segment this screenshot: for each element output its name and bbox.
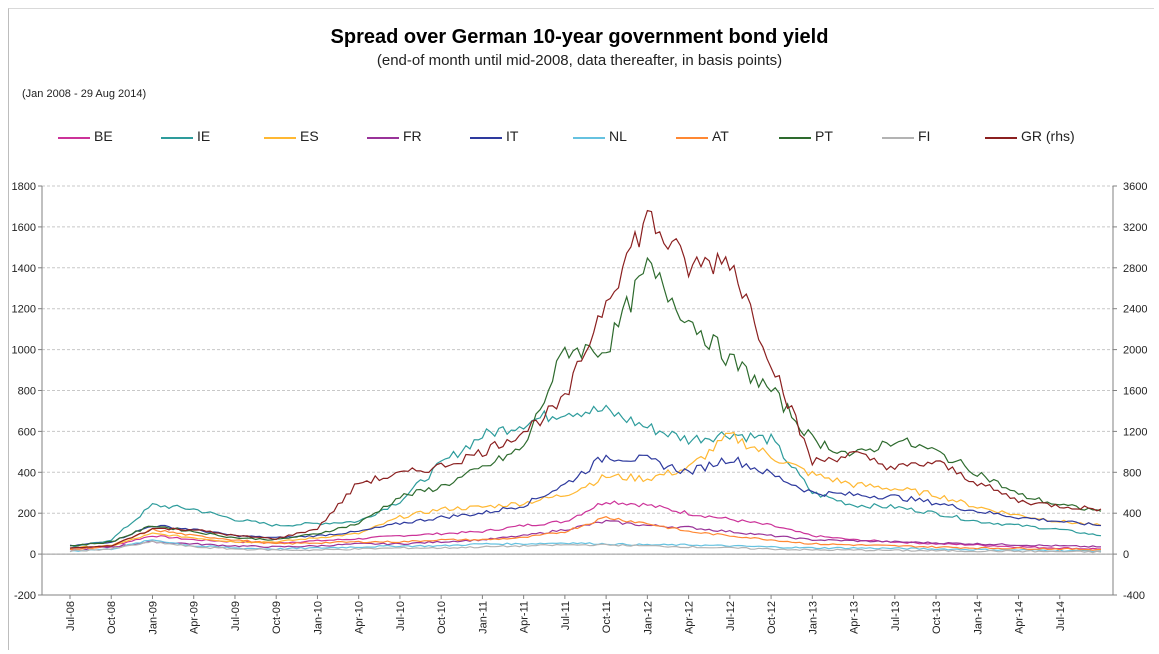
- x-tick-label: Jan-09: [147, 601, 159, 635]
- x-tick-label: Jul-13: [890, 601, 902, 631]
- y-tick-label-right: 3600: [1123, 181, 1147, 193]
- y-tick-label-left: 1400: [12, 263, 36, 275]
- axes: -200 0 200 400 600 800 1000 1200 1400 1600 1800 -40…: [12, 181, 1148, 635]
- x-tick-label: Jul-11: [560, 601, 572, 630]
- x-tick-label: Apr-14: [1014, 601, 1026, 634]
- series-line-pt: [70, 258, 1101, 546]
- y-tick-label-left: 1600: [12, 222, 36, 234]
- x-tick-label: Apr-11: [519, 601, 531, 633]
- y-tick-label-right: 2400: [1123, 304, 1147, 316]
- y-tick-label-right: 0: [1123, 549, 1129, 561]
- x-tick-label: Apr-12: [684, 601, 696, 634]
- series-lines: [70, 211, 1101, 553]
- series-line-ie: [70, 405, 1101, 548]
- y-tick-label-right: 2000: [1123, 345, 1147, 357]
- y-tick-label-left: 600: [18, 426, 36, 438]
- x-tick-label: Jan-14: [972, 601, 984, 635]
- y-tick-label-right: 2800: [1123, 263, 1147, 275]
- x-tick-label: Oct-08: [106, 601, 118, 634]
- y-tick-label-left: 1800: [12, 181, 36, 193]
- y-tick-label-left: 1200: [12, 304, 36, 316]
- x-tick-label: Jan-10: [312, 601, 324, 635]
- y-tick-label-right: -400: [1123, 590, 1145, 602]
- x-tick-label: Jul-10: [395, 601, 407, 631]
- y-tick-label-right: 3200: [1123, 222, 1147, 234]
- x-tick-label: Jul-08: [65, 601, 77, 631]
- x-tick-label: Apr-09: [189, 601, 201, 634]
- x-tick-label: Oct-13: [931, 601, 943, 634]
- y-tick-label-right: 800: [1123, 467, 1141, 479]
- x-tick-label: Oct-12: [766, 601, 778, 634]
- x-tick-label: Apr-13: [849, 601, 861, 634]
- x-tick-label: Oct-11: [601, 601, 613, 633]
- x-tick-label: Jan-12: [642, 601, 654, 635]
- y-tick-label-left: 800: [18, 386, 36, 398]
- x-tick-label: Oct-10: [436, 601, 448, 634]
- y-tick-label-right: 400: [1123, 508, 1141, 520]
- x-tick-label: Jan-13: [807, 601, 819, 635]
- x-tick-label: Jul-12: [725, 601, 737, 631]
- x-tick-label: Apr-10: [354, 601, 366, 634]
- x-tick-label: Jul-09: [230, 601, 242, 631]
- series-line-es: [70, 433, 1101, 549]
- y-tick-label-left: -200: [14, 590, 36, 602]
- y-tick-label-right: 1600: [1123, 386, 1147, 398]
- x-tick-label: Oct-09: [271, 601, 283, 634]
- y-tick-label-left: 400: [18, 467, 36, 479]
- y-tick-label-left: 1000: [12, 345, 36, 357]
- y-tick-label-left: 0: [30, 549, 36, 561]
- y-tick-label-right: 1200: [1123, 426, 1147, 438]
- x-tick-label: Jan-11: [477, 601, 489, 634]
- y-tick-label-left: 200: [18, 508, 36, 520]
- series-line-it: [70, 455, 1101, 546]
- x-tick-label: Jul-14: [1055, 601, 1067, 631]
